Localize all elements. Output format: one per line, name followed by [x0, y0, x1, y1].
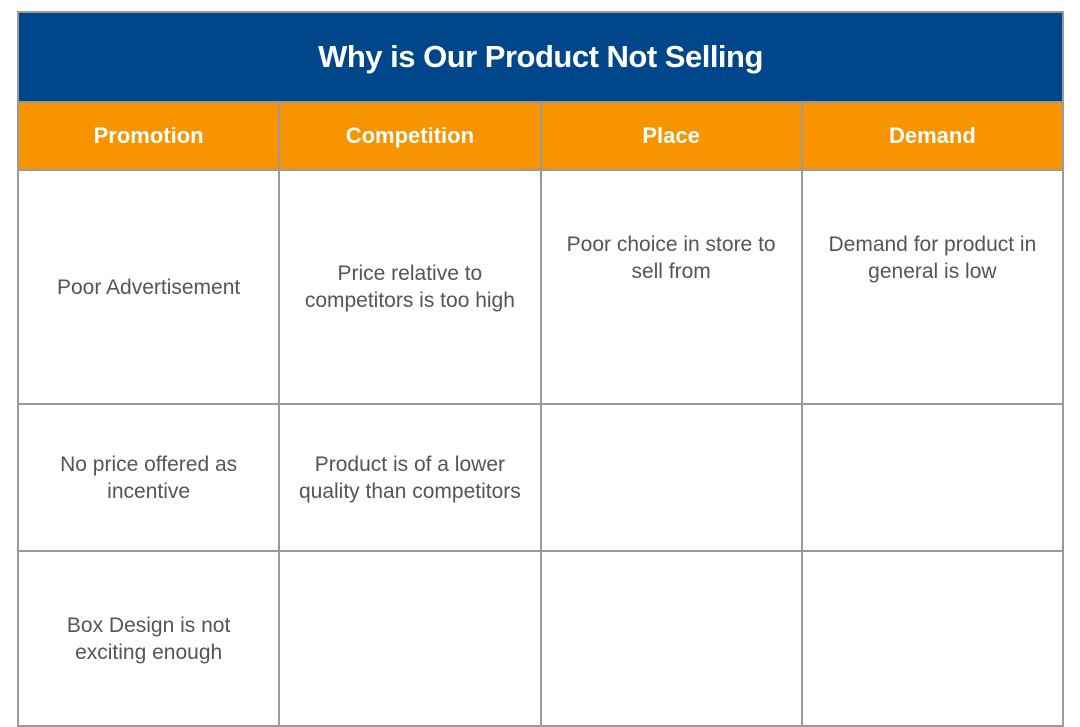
table-title: Why is Our Product Not Selling: [18, 12, 1063, 102]
column-header-demand: Demand: [802, 102, 1063, 170]
column-header-place: Place: [541, 102, 802, 170]
table-cell: [279, 551, 540, 726]
table-row: Box Design is not exciting enough: [18, 551, 1063, 726]
column-header-promotion: Promotion: [18, 102, 279, 170]
table-cell: Price relative to competitors is too hig…: [279, 170, 540, 404]
reasons-table: Why is Our Product Not Selling Promotion…: [17, 11, 1064, 727]
table-row: Poor Advertisement Price relative to com…: [18, 170, 1063, 404]
table-cell: [541, 404, 802, 551]
table-cell: No price offered as incentive: [18, 404, 279, 551]
table-row: No price offered as incentive Product is…: [18, 404, 1063, 551]
table-cell: Poor choice in store to sell from: [541, 170, 802, 404]
column-header-competition: Competition: [279, 102, 540, 170]
table-cell: Poor Advertisement: [18, 170, 279, 404]
table-cell: Product is of a lower quality than compe…: [279, 404, 540, 551]
table-cell: Demand for product in general is low: [802, 170, 1063, 404]
table-cell: [802, 551, 1063, 726]
table-cell: [541, 551, 802, 726]
table-cell: Box Design is not exciting enough: [18, 551, 279, 726]
table-cell: [802, 404, 1063, 551]
